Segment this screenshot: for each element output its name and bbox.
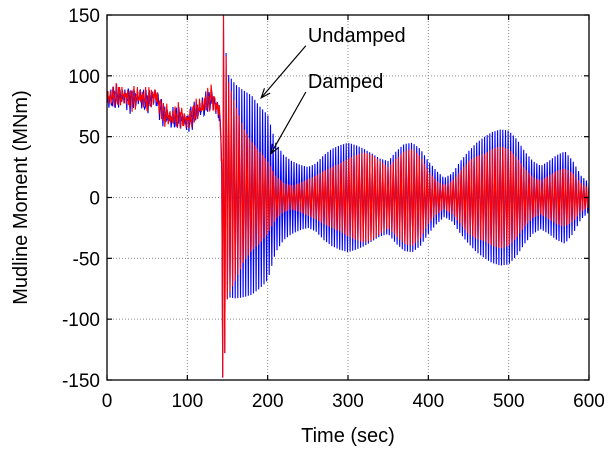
x-tick-label: 200: [252, 391, 284, 412]
annotation-arrowhead: [270, 143, 280, 156]
y-tick-label: -150: [62, 371, 100, 392]
series-line-damped: [106, 14, 590, 378]
x-axis-label: Time (sec): [301, 425, 395, 447]
annotation-arrow: [270, 91, 307, 154]
y-tick-label: -100: [62, 310, 100, 331]
y-axis-label: Mudline Moment (MNm): [10, 90, 32, 304]
annotation-arrow: [260, 45, 307, 99]
y-tick-label: 0: [89, 189, 100, 210]
y-tick-label: -50: [73, 249, 100, 270]
y-tick-label: 100: [68, 67, 100, 88]
x-tick-label: 0: [102, 391, 113, 412]
annotation-label: Undamped: [308, 25, 406, 47]
x-tick-label: 300: [332, 391, 364, 412]
x-tick-label: 100: [171, 391, 203, 412]
x-tick-label: 400: [412, 391, 444, 412]
series-layer: [106, 14, 590, 378]
annotation-layer: Undamped Damped: [260, 25, 406, 156]
x-tick-label: 600: [573, 391, 605, 412]
y-tick-label: 150: [68, 6, 100, 27]
annotation-label: Damped: [308, 71, 384, 93]
x-tick-label: 500: [493, 391, 525, 412]
y-tick-label: 50: [79, 128, 100, 149]
annotation-arrowhead: [260, 88, 271, 99]
